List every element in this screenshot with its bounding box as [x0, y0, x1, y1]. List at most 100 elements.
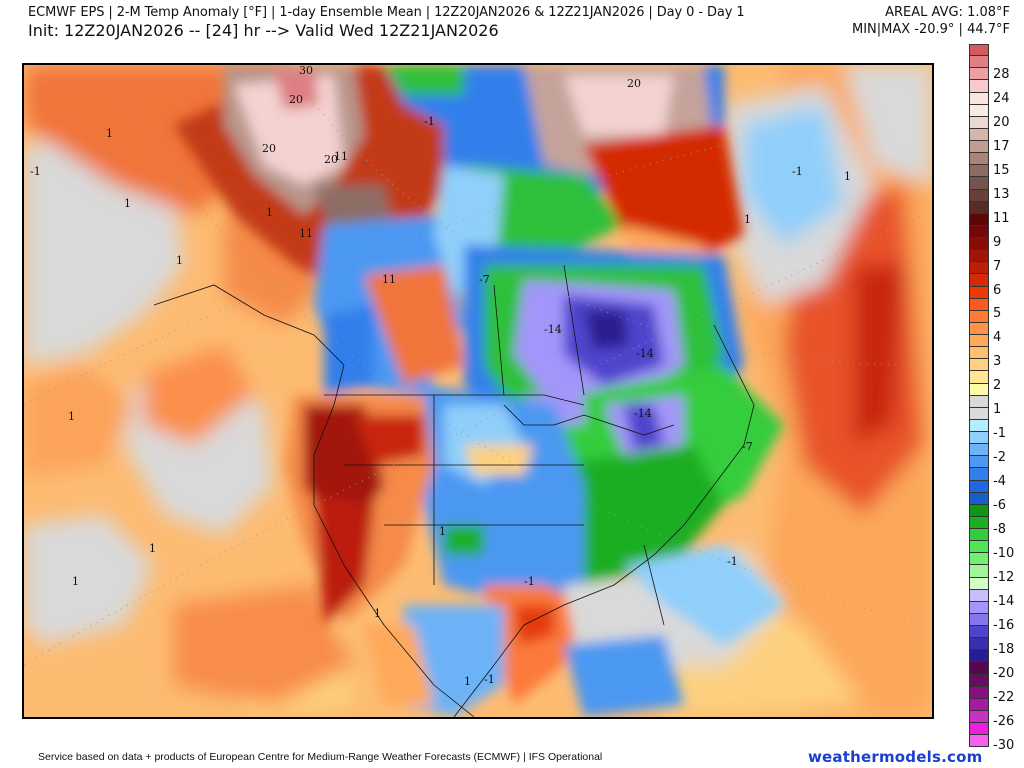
- color-scale-swatch: [969, 116, 989, 129]
- color-scale-swatch: [969, 468, 989, 481]
- color-scale-label: 28: [993, 67, 1010, 82]
- color-scale-swatch: [969, 165, 989, 178]
- color-scale-swatch: [969, 456, 989, 469]
- color-scale-swatch: [969, 662, 989, 675]
- color-scale-swatch: [969, 262, 989, 275]
- data-credit: Service based on data + products of Euro…: [38, 751, 603, 763]
- color-scale-swatch: [969, 201, 989, 214]
- color-scale-swatch: [969, 480, 989, 493]
- color-scale-label: 6: [993, 283, 1002, 298]
- color-scale-swatch: [969, 359, 989, 372]
- contour-label: 11: [299, 227, 313, 240]
- color-scale-label: -12: [993, 570, 1015, 585]
- color-scale-label: -10: [993, 546, 1015, 561]
- color-scale-label: 11: [993, 211, 1010, 226]
- color-scale-swatch: [969, 613, 989, 626]
- color-scale-swatch: [969, 723, 989, 736]
- color-scale-swatch: [969, 44, 989, 57]
- color-scale-swatch: [969, 529, 989, 542]
- color-scale-swatch: [969, 444, 989, 457]
- color-scale-label: 9: [993, 235, 1002, 250]
- temperature-anomaly-map: 30 20 20 20 20 11 11 11 -14 -14 -14 -7 -7 1 1 1 1 1 1 1 1 1 1 1…: [22, 63, 934, 719]
- color-scale-swatch: [969, 153, 989, 166]
- contour-label: 20: [324, 153, 338, 166]
- color-scale-swatch: [969, 395, 989, 408]
- color-scale-label: 20: [993, 115, 1010, 130]
- color-scale-swatch: [969, 68, 989, 81]
- color-scale-label: 3: [993, 354, 1002, 369]
- map-title: ECMWF EPS | 2-M Temp Anomaly [°F] | 1-da…: [28, 5, 745, 20]
- min-max-values: MIN|MAX -20.9° | 44.7°F: [851, 22, 1010, 37]
- contour-label: 1: [68, 410, 75, 423]
- contour-label: 1: [744, 213, 751, 226]
- contour-label: -1: [727, 555, 738, 568]
- color-scale-label: 4: [993, 330, 1002, 345]
- contour-label: 20: [289, 93, 303, 106]
- color-scale-label: -18: [993, 642, 1015, 657]
- contour-label: -1: [484, 673, 495, 686]
- contour-label: 1: [439, 525, 446, 538]
- color-scale-swatch: [969, 250, 989, 263]
- color-scale-swatch: [969, 383, 989, 396]
- brand-link[interactable]: weathermodels.com: [808, 748, 983, 766]
- color-scale-swatch: [969, 286, 989, 299]
- color-scale-swatch: [969, 650, 989, 663]
- contour-label: -1: [424, 115, 435, 128]
- contour-label: 30: [299, 65, 313, 77]
- color-scale-label: -30: [993, 738, 1015, 753]
- color-scale-swatch: [969, 189, 989, 202]
- color-scale-swatch: [969, 141, 989, 154]
- contour-label: 11: [334, 150, 348, 163]
- anomaly-field: 3020202020111111-14-14-14-7-711111111111…: [24, 65, 932, 717]
- contour-label: 1: [464, 675, 471, 688]
- color-scale-swatch: [969, 553, 989, 566]
- color-scale-swatch: [969, 225, 989, 238]
- graticule: [24, 65, 925, 666]
- color-scale-bar: [969, 44, 989, 748]
- color-scale-swatch: [969, 577, 989, 590]
- color-scale-swatch: [969, 310, 989, 323]
- areal-average: AREAL AVG: 1.08°F: [885, 5, 1010, 20]
- color-scale-swatch: [969, 274, 989, 287]
- color-scale-swatch: [969, 419, 989, 432]
- color-scale-label: 1: [993, 402, 1002, 417]
- coastlines: [153, 264, 755, 717]
- color-scale-swatch: [969, 601, 989, 614]
- color-scale-label: -22: [993, 690, 1015, 705]
- color-scale-label: 13: [993, 187, 1010, 202]
- color-scale-swatch: [969, 504, 989, 517]
- init-valid-time: Init: 12Z20JAN2026 -- [24] hr --> Valid …: [28, 21, 499, 40]
- color-scale-swatch: [969, 104, 989, 117]
- contour-label: -1: [524, 575, 535, 588]
- color-scale-swatch: [969, 80, 989, 93]
- color-scale-swatch: [969, 516, 989, 529]
- contour-label: 1: [72, 575, 79, 588]
- color-scale-swatch: [969, 698, 989, 711]
- color-scale-label: -6: [993, 498, 1006, 513]
- color-scale-label: -4: [993, 474, 1006, 489]
- color-scale-swatch: [969, 322, 989, 335]
- color-scale-label: -8: [993, 522, 1006, 537]
- color-scale-swatch: [969, 589, 989, 602]
- color-scale-swatch: [969, 177, 989, 190]
- color-scale-swatch: [969, 710, 989, 723]
- contour-label: -14: [634, 407, 652, 420]
- color-scale-swatch: [969, 371, 989, 384]
- color-scale-swatch: [969, 347, 989, 360]
- contour-label: 1: [266, 206, 273, 219]
- contour-label: -14: [636, 347, 654, 360]
- color-scale-swatch: [969, 541, 989, 554]
- color-scale-swatch: [969, 238, 989, 251]
- color-scale-swatch: [969, 92, 989, 105]
- color-scale-label: 17: [993, 139, 1010, 154]
- contour-label: -1: [30, 165, 41, 178]
- contour-label: 1: [374, 607, 381, 620]
- color-scale-label: 2: [993, 378, 1002, 393]
- color-scale-label: 24: [993, 91, 1010, 106]
- color-scale-swatch: [969, 298, 989, 311]
- color-scale-label: 15: [993, 163, 1010, 178]
- color-scale-swatch: [969, 335, 989, 348]
- color-scale-swatch: [969, 638, 989, 651]
- contour-label: 20: [627, 77, 641, 90]
- color-scale-label: -14: [993, 594, 1015, 609]
